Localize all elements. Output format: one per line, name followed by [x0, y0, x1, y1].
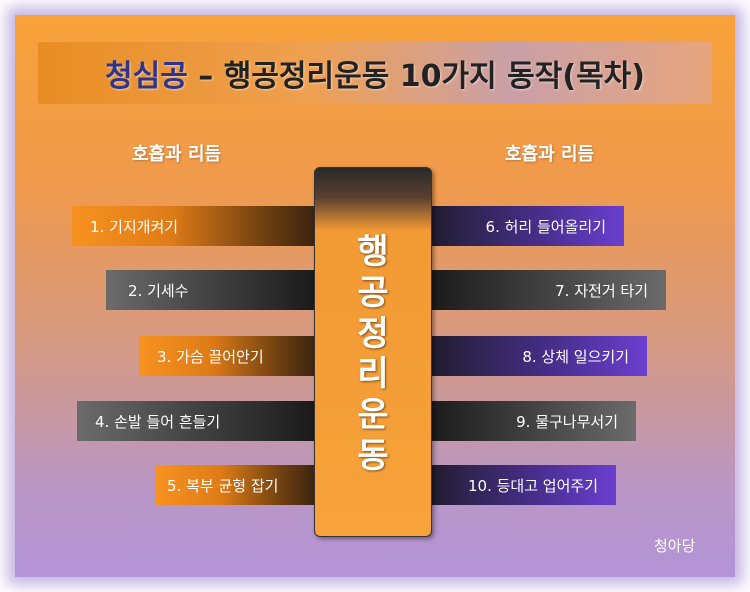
list-item-label: 6. 허리 들어올리기: [485, 217, 606, 236]
list-item-label: 8. 상체 일으키기: [522, 347, 629, 366]
list-item-label: 7. 자전거 타기: [555, 281, 648, 300]
list-item-8: 8. 상체 일으키기: [428, 336, 647, 376]
center-char: 공: [357, 272, 389, 313]
author-signature: 청아당: [654, 537, 696, 555]
center-title-bar: 행 공 정 리 운 동: [314, 167, 432, 537]
list-item-1: 1. 기지개켜기: [72, 206, 316, 246]
title-rest: – 행공정리운동 10가지 동작(목차): [187, 59, 645, 94]
list-item-label: 1. 기지개켜기: [90, 217, 179, 236]
center-title: 행 공 정 리 운 동: [315, 232, 431, 477]
list-item-label: 2. 기세수: [128, 281, 189, 300]
center-char: 행: [357, 232, 389, 272]
list-item-10: 10. 등대고 업어주기: [428, 465, 616, 505]
list-item-9: 9. 물구나무서기: [428, 401, 636, 441]
right-section-label: 호흡과 리듬: [505, 144, 595, 165]
list-item-label: 5. 복부 균형 잡기: [167, 476, 279, 495]
center-char: 리: [357, 354, 389, 395]
list-item-2: 2. 기세수: [106, 270, 316, 310]
list-item-label: 10. 등대고 업어주기: [468, 476, 598, 495]
title-bar: 청심공 – 행공정리운동 10가지 동작(목차): [38, 42, 712, 104]
list-item-label: 3. 가슴 끌어안기: [157, 347, 264, 366]
list-item-7: 7. 자전거 타기: [428, 270, 666, 310]
center-char: 운: [357, 395, 389, 436]
center-char: 정: [357, 313, 389, 354]
list-item-5: 5. 복부 균형 잡기: [155, 465, 316, 505]
page-title: 청심공 – 행공정리운동 10가지 동작(목차): [105, 51, 645, 95]
list-item-label: 4. 손발 들어 흔들기: [95, 412, 221, 431]
list-item-3: 3. 가슴 끌어안기: [139, 336, 316, 376]
list-item-6: 6. 허리 들어올리기: [428, 206, 624, 246]
list-item-label: 9. 물구나무서기: [516, 412, 618, 431]
left-section-label: 호흡과 리듬: [132, 144, 222, 165]
title-brand: 청심공: [105, 59, 188, 94]
list-item-4: 4. 손발 들어 흔들기: [77, 401, 316, 441]
center-char: 동: [357, 435, 389, 476]
